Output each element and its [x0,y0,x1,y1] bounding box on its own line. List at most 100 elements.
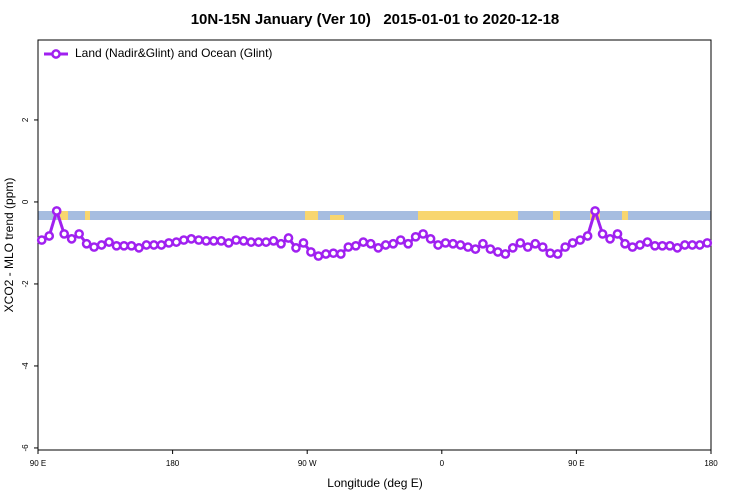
data-point [51,206,62,216]
data-point [418,229,428,239]
data-point [164,238,174,248]
data-point [657,240,668,251]
data-point [104,237,114,247]
data-point [59,229,70,239]
data-point [141,240,152,250]
data-point [208,236,219,246]
data-point [582,231,593,241]
data-point [642,237,653,247]
data-point [186,234,197,244]
data-point [171,237,182,247]
data-point [537,242,548,252]
data-point [246,237,256,247]
data-point [36,235,47,245]
data-point [306,247,316,257]
data-point [694,240,705,250]
data-point [126,240,137,251]
data-point [515,238,526,248]
data-point [193,235,204,245]
data-point [276,238,286,249]
data-point [74,229,84,239]
land-ocean-strip [38,211,711,220]
data-point [530,238,541,249]
data-point [298,238,309,248]
data-point [679,240,690,250]
data-point [597,229,608,239]
chart-title: 10N-15N January (Ver 10) 2015-01-01 to 2… [191,11,560,28]
x-axis-label: Longitude (deg E) [327,476,422,490]
data-point [388,238,399,249]
data-point [156,240,167,250]
data-point [567,238,578,248]
data-point [485,244,496,254]
data-point [313,251,324,261]
data-point [470,244,481,254]
data-point [178,235,189,245]
data-point [590,206,600,216]
data-point [81,238,92,249]
data-point [261,237,271,247]
data-point [433,240,443,250]
data-point [395,235,406,245]
data-point [231,235,242,245]
data-point [373,243,384,253]
data-point [66,234,77,244]
data-point [44,231,55,241]
y-tick-label: -4 [21,362,30,370]
data-point [96,240,107,250]
data-point [358,237,369,247]
data-point [665,240,675,251]
data-point [545,248,556,259]
data-point [336,249,346,259]
data-point [223,238,234,248]
data-point [620,238,630,249]
data-point [627,242,638,252]
data-point [238,236,249,246]
data-point [380,240,391,250]
data-point [702,238,713,248]
data-point [448,238,458,249]
data-point [149,240,159,250]
data-point [635,240,645,250]
data-point [216,236,227,246]
data-point [455,240,466,250]
data-point [500,249,511,259]
legend-marker [51,49,61,59]
x-tick-label: 180 [704,459,718,468]
data-point [111,240,122,251]
legend-label: Land (Nadir&Glint) and Ocean (Glint) [75,46,272,60]
data-point [328,248,339,259]
x-tick-label: 180 [166,459,180,468]
data-point [253,237,264,247]
y-axis-label: XCO2 - MLO trend (ppm) [2,178,16,313]
data-point [687,240,698,250]
y-tick-label: -2 [21,280,30,288]
y-tick-label: -6 [21,444,30,452]
data-point [440,238,451,248]
data-point [291,243,301,253]
data-point [119,240,129,251]
data-point [268,236,279,246]
data-point [403,238,413,249]
data-point [605,234,615,244]
data-point [425,234,436,244]
data-point [201,236,212,246]
x-tick-label: 90 W [298,459,317,468]
y-tick-label: 0 [21,199,30,204]
data-point [650,240,660,251]
data-point [410,231,421,242]
data-point [552,249,563,259]
data-point [343,242,354,252]
data-point [350,240,361,251]
x-tick-label: 90 E [568,459,584,468]
y-tick-label: 2 [21,117,30,122]
data-point [560,242,571,252]
data-point [522,242,533,252]
data-point [463,242,473,252]
data-point [478,238,488,249]
data-point [321,249,331,259]
x-tick-label: 90 E [30,459,46,468]
data-point [89,242,99,252]
data-point [134,243,144,253]
